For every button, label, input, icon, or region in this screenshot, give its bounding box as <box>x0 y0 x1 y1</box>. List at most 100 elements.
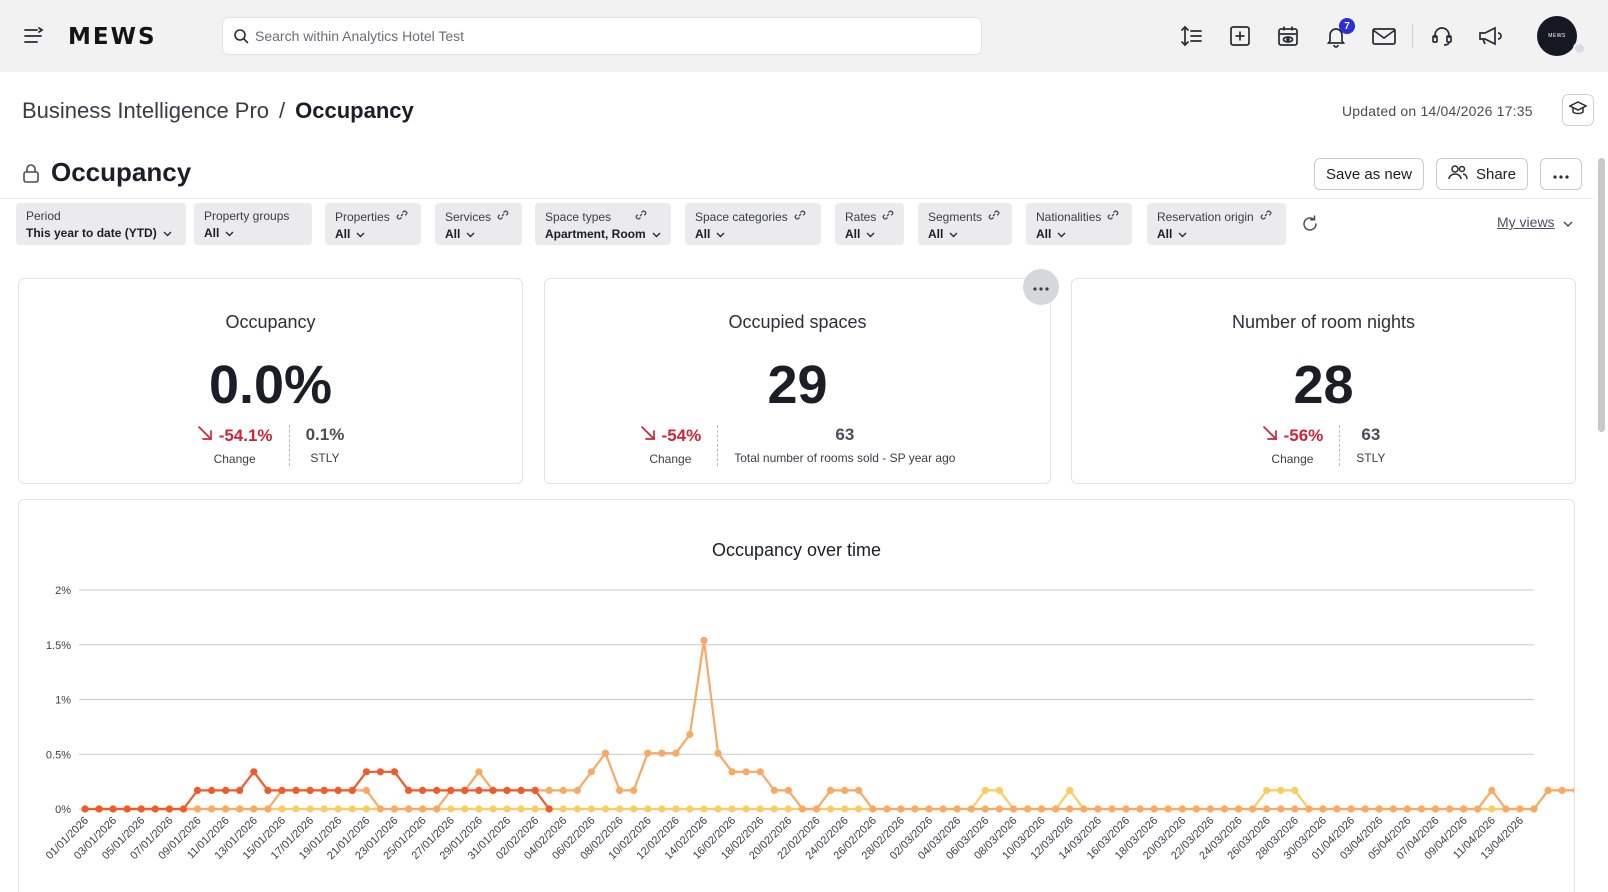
data-point[interactable] <box>644 749 652 757</box>
data-point[interactable] <box>236 805 244 813</box>
data-point[interactable] <box>475 786 483 794</box>
data-point[interactable] <box>545 786 553 794</box>
data-point[interactable] <box>714 805 722 813</box>
data-point[interactable] <box>531 786 539 794</box>
data-point[interactable] <box>461 786 469 794</box>
data-point[interactable] <box>827 786 835 794</box>
announcements-megaphone-icon[interactable] <box>1476 22 1504 50</box>
data-point[interactable] <box>1291 786 1299 794</box>
save-as-new-button[interactable]: Save as new <box>1314 158 1424 190</box>
data-point[interactable] <box>911 805 919 813</box>
data-point[interactable] <box>208 805 216 813</box>
data-point[interactable] <box>1009 805 1018 813</box>
data-point[interactable] <box>1052 805 1060 813</box>
data-point[interactable] <box>658 805 666 813</box>
filter-rates[interactable]: Rates All <box>835 203 904 245</box>
data-point[interactable] <box>1094 805 1102 813</box>
data-point[interactable] <box>137 805 145 813</box>
data-point[interactable] <box>1558 786 1566 794</box>
filter-services[interactable]: Services All <box>435 203 522 245</box>
data-point[interactable] <box>644 805 652 813</box>
data-point[interactable] <box>306 786 314 794</box>
mail-icon[interactable] <box>1370 22 1398 50</box>
data-point[interactable] <box>320 786 328 794</box>
calendar-view-icon[interactable] <box>1274 22 1302 50</box>
page-scrollbar[interactable] <box>1596 154 1608 892</box>
data-point[interactable] <box>1319 805 1327 813</box>
data-point[interactable] <box>1460 805 1468 813</box>
data-point[interactable] <box>1403 805 1411 813</box>
data-point[interactable] <box>1263 786 1271 794</box>
notifications-bell-icon[interactable]: 7 <box>1322 18 1355 50</box>
data-point[interactable] <box>841 786 849 794</box>
data-point[interactable] <box>292 786 300 794</box>
search-input[interactable] <box>255 18 955 54</box>
reset-filters-icon[interactable] <box>1300 214 1320 239</box>
data-point[interactable] <box>334 786 342 794</box>
data-point[interactable] <box>630 786 638 794</box>
data-point[interactable] <box>489 786 497 794</box>
data-point[interactable] <box>1572 787 1575 794</box>
data-point[interactable] <box>362 805 370 813</box>
data-point[interactable] <box>1277 786 1285 794</box>
filter-space-types[interactable]: Space types Apartment, Room <box>535 203 671 245</box>
data-point[interactable] <box>587 768 596 776</box>
filter-space-categories[interactable]: Space categories All <box>685 203 821 245</box>
data-point[interactable] <box>1488 805 1496 813</box>
data-point[interactable] <box>742 805 750 813</box>
data-point[interactable] <box>981 805 989 813</box>
data-point[interactable] <box>433 786 441 794</box>
share-button[interactable]: Share <box>1436 158 1528 190</box>
data-point[interactable] <box>1263 805 1271 813</box>
breadcrumb-parent[interactable]: Business Intelligence Pro <box>22 98 270 123</box>
menu-toggle-icon[interactable] <box>22 24 46 48</box>
data-point[interactable] <box>1080 805 1088 813</box>
data-point[interactable] <box>742 768 750 776</box>
academy-button[interactable] <box>1562 94 1594 126</box>
data-point[interactable] <box>1277 805 1285 813</box>
data-point[interactable] <box>503 805 511 813</box>
data-point[interactable] <box>165 805 173 813</box>
data-point[interactable] <box>81 805 89 813</box>
data-point[interactable] <box>1361 805 1369 813</box>
data-point[interactable] <box>1516 805 1524 813</box>
data-point[interactable] <box>222 805 230 813</box>
data-point[interactable] <box>869 805 877 813</box>
data-point[interactable] <box>1038 805 1046 813</box>
data-point[interactable] <box>517 805 525 813</box>
data-point[interactable] <box>784 805 793 813</box>
data-point[interactable] <box>475 805 483 813</box>
data-point[interactable] <box>1235 805 1243 813</box>
data-point[interactable] <box>1446 805 1454 813</box>
data-point[interactable] <box>1206 805 1214 813</box>
data-point[interactable] <box>433 805 441 813</box>
data-point[interactable] <box>179 805 188 813</box>
data-point[interactable] <box>1220 805 1229 813</box>
data-point[interactable] <box>770 786 778 794</box>
data-point[interactable] <box>1347 805 1355 813</box>
data-point[interactable] <box>1488 786 1496 794</box>
data-point[interactable] <box>278 786 286 794</box>
data-point[interactable] <box>728 805 736 813</box>
sort-lines-icon[interactable] <box>1178 22 1206 50</box>
data-point[interactable] <box>616 786 624 794</box>
data-point[interactable] <box>686 805 694 813</box>
global-search[interactable] <box>222 17 982 55</box>
data-point[interactable] <box>1431 805 1440 813</box>
data-point[interactable] <box>405 805 413 813</box>
data-point[interactable] <box>995 786 1004 794</box>
data-point[interactable] <box>264 805 272 813</box>
data-point[interactable] <box>1178 805 1186 813</box>
data-point[interactable] <box>672 749 680 757</box>
data-point[interactable] <box>855 805 863 813</box>
data-point[interactable] <box>461 805 469 813</box>
data-point[interactable] <box>1192 805 1200 813</box>
data-point[interactable] <box>559 805 567 813</box>
data-point[interactable] <box>841 805 849 813</box>
data-point[interactable] <box>798 805 807 813</box>
data-point[interactable] <box>503 786 511 794</box>
data-point[interactable] <box>545 805 553 813</box>
data-point[interactable] <box>995 805 1004 813</box>
data-point[interactable] <box>376 768 384 776</box>
data-point[interactable] <box>981 786 989 794</box>
